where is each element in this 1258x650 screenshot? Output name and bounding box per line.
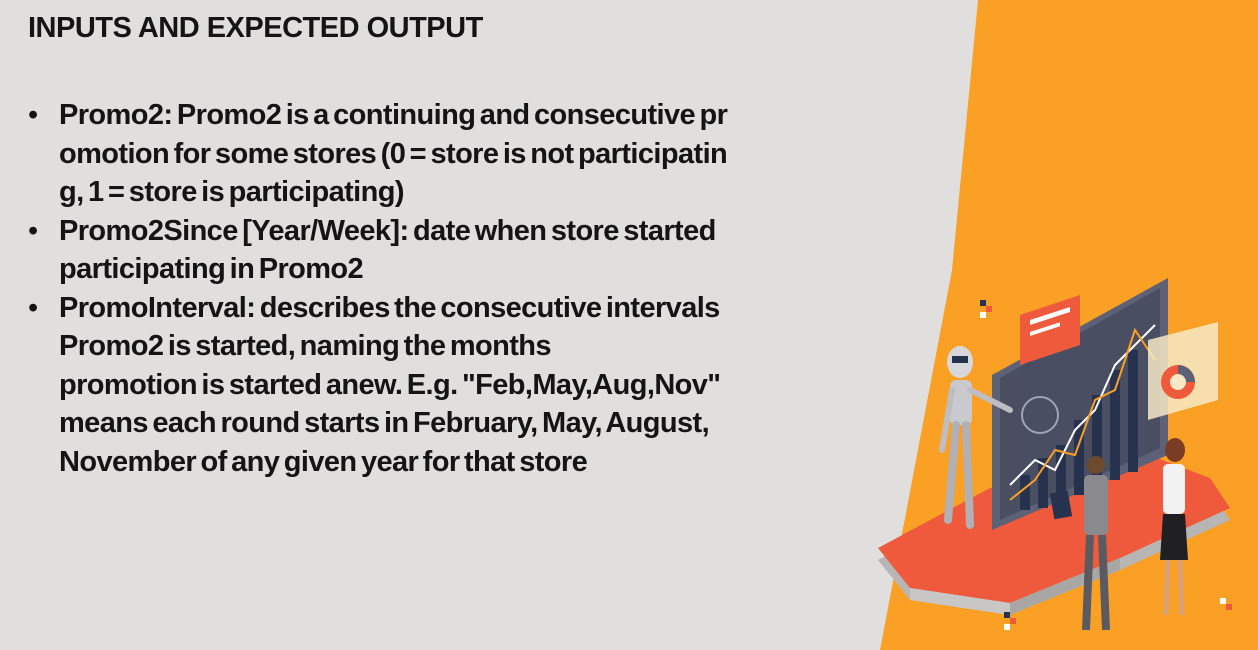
ai-robot-data-analytics-illustration (878, 278, 1232, 631)
bullet-item-promointerval: • PromoInterval: describes the consecuti… (28, 289, 908, 482)
bullet-line: PromoInterval: describes the consecutive… (59, 291, 720, 324)
bullet-line: November of any given year for that stor… (59, 445, 588, 478)
floating-card-icon (1020, 295, 1080, 365)
bullet-line: omotion for some stores (0 = store is no… (59, 137, 728, 170)
woman-icon (1160, 438, 1188, 616)
robot-icon (939, 346, 1013, 529)
bullet-line: promotion is started anew. E.g. "Feb,May… (59, 368, 721, 401)
bullet-line: g, 1 = store is participating) (59, 176, 405, 208)
bullet-item-promo2since: • Promo2Since [Year/Week]: date when sto… (28, 212, 908, 289)
dashboard-screen-icon (992, 278, 1168, 530)
bullet-line: Promo2Since [Year/Week]: date when store… (59, 214, 716, 247)
donut-chart-card-icon (1148, 322, 1218, 420)
decorative-squares-icon (980, 300, 1232, 630)
bullet-line: Promo2: Promo2 is a continuing and conse… (59, 99, 728, 131)
bullet-line: participating in Promo2 (59, 253, 364, 285)
bullet-line: means each round starts in February, May… (59, 407, 710, 439)
man-icon (1049, 456, 1110, 631)
bullet-list: • Promo2: Promo2 is a continuing and con… (28, 96, 908, 481)
slide-title: INPUTS AND EXPECTED OUTPUT (28, 12, 483, 44)
bullet-line: Promo2 is started, naming the months (59, 330, 552, 362)
bullet-glyph: • (28, 214, 38, 247)
bullet-glyph: • (28, 99, 38, 131)
bullet-item-promo2: • Promo2: Promo2 is a continuing and con… (28, 96, 908, 212)
platform-icon (878, 448, 1230, 615)
bullet-glyph: • (28, 291, 38, 324)
